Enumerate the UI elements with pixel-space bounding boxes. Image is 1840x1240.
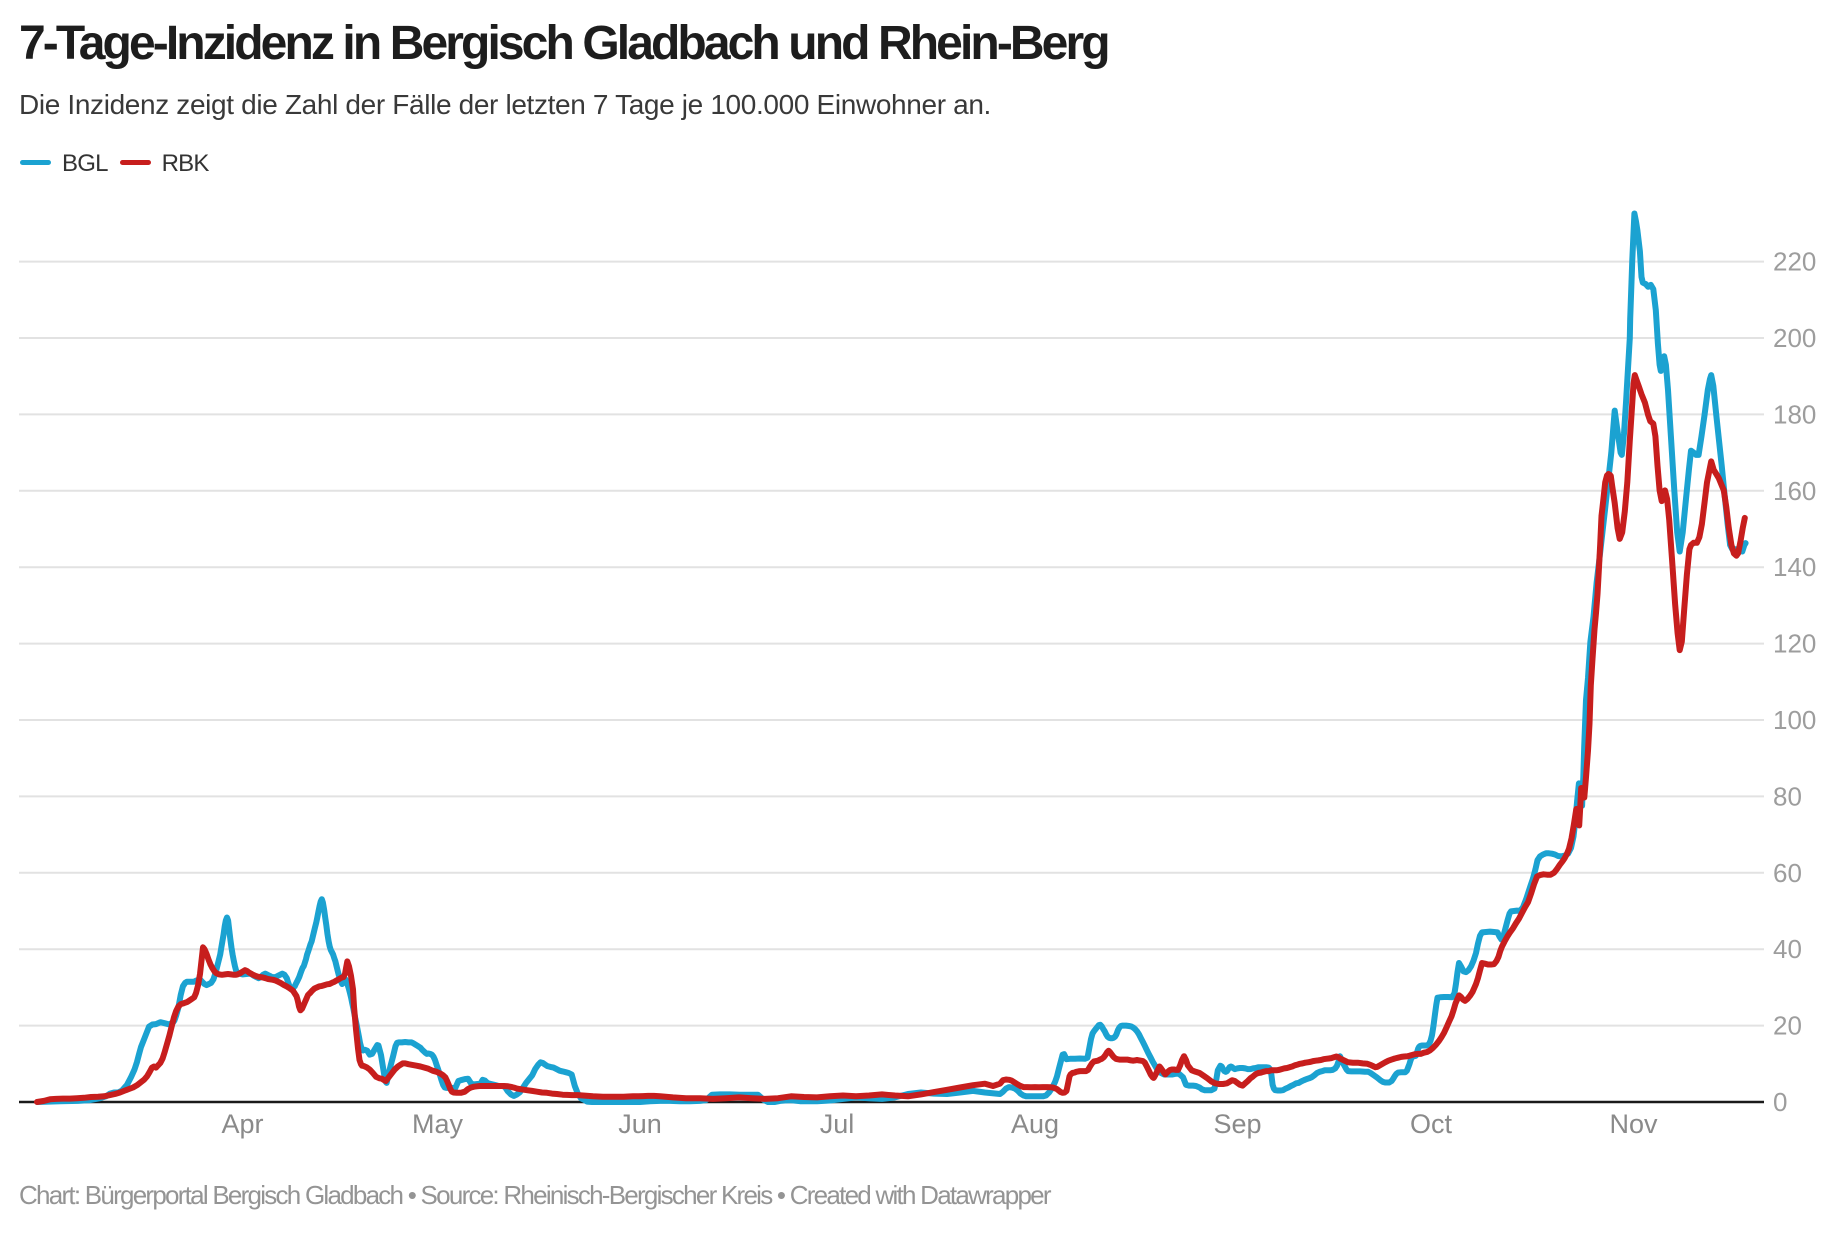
- svg-text:May: May: [412, 1109, 464, 1139]
- svg-text:0: 0: [1773, 1087, 1787, 1117]
- svg-text:Aug: Aug: [1011, 1109, 1059, 1139]
- svg-text:Nov: Nov: [1609, 1109, 1658, 1139]
- svg-text:Jul: Jul: [820, 1109, 855, 1139]
- svg-text:60: 60: [1773, 858, 1802, 888]
- svg-text:Apr: Apr: [221, 1109, 263, 1139]
- svg-text:100: 100: [1773, 705, 1816, 735]
- svg-text:Jun: Jun: [618, 1109, 662, 1139]
- svg-text:20: 20: [1773, 1011, 1802, 1041]
- svg-text:200: 200: [1773, 323, 1816, 353]
- svg-text:180: 180: [1773, 399, 1816, 429]
- svg-text:Sep: Sep: [1213, 1109, 1261, 1139]
- svg-text:80: 80: [1773, 781, 1802, 811]
- svg-text:Oct: Oct: [1410, 1109, 1453, 1139]
- svg-text:160: 160: [1773, 476, 1816, 506]
- svg-text:220: 220: [1773, 247, 1816, 277]
- svg-text:120: 120: [1773, 629, 1816, 659]
- svg-text:40: 40: [1773, 934, 1802, 964]
- svg-text:140: 140: [1773, 552, 1816, 582]
